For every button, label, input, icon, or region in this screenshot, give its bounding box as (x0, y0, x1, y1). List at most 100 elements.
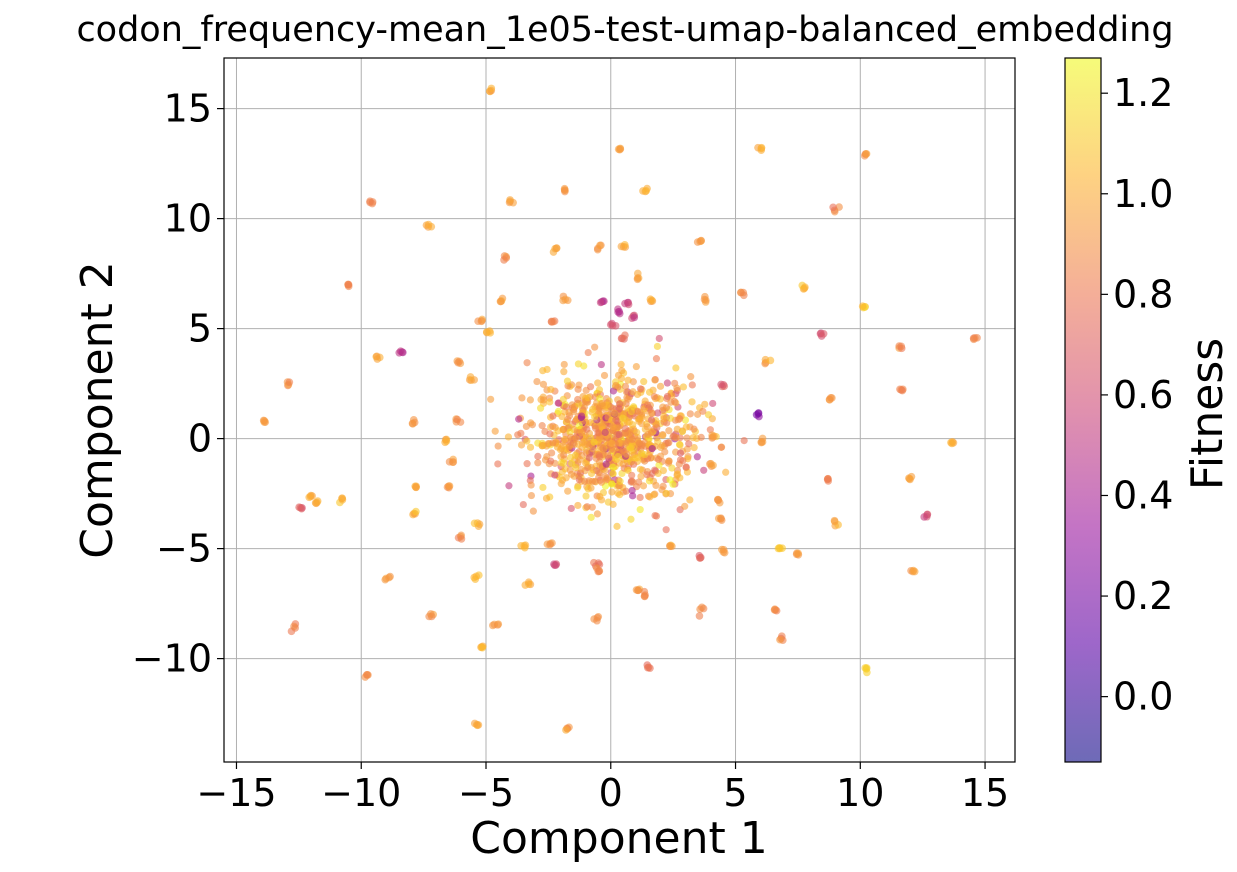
core-point (597, 360, 605, 369)
cluster-point (474, 721, 483, 729)
core-point (663, 392, 672, 401)
x-tick-label: −15 (196, 771, 276, 815)
core-point (559, 442, 567, 450)
core-point (654, 409, 662, 417)
colorbar-tick-label: 1.2 (1113, 71, 1173, 115)
core-point (540, 396, 548, 404)
core-point (567, 453, 575, 461)
core-point (644, 430, 652, 439)
cluster-point (445, 482, 454, 490)
core-point (624, 395, 632, 403)
core-point (595, 468, 603, 476)
core-point (562, 403, 570, 411)
core-point (594, 379, 602, 387)
core-point (650, 491, 658, 499)
core-point (631, 454, 639, 462)
core-point (567, 504, 575, 513)
core-point (683, 434, 691, 442)
cluster-point (546, 540, 554, 549)
core-point (643, 401, 652, 409)
core-point (673, 471, 681, 479)
core-point (557, 480, 565, 488)
cluster-point (646, 295, 655, 303)
core-point (638, 440, 646, 449)
core-point (546, 430, 554, 438)
core-point (668, 464, 676, 472)
core-point (598, 399, 606, 408)
cluster-point (720, 548, 729, 557)
cluster-point (456, 418, 465, 426)
core-point (598, 478, 606, 486)
y-tick-label: 15 (164, 87, 212, 131)
cluster-point (550, 561, 559, 570)
core-point (614, 489, 622, 497)
cluster-point (562, 726, 570, 734)
core-point (621, 429, 629, 437)
chart-title: codon_frequency-mean_1e05-test-umap-bala… (76, 10, 1173, 50)
cluster-point (472, 572, 481, 581)
core-point (587, 484, 595, 492)
cluster-point (766, 356, 775, 365)
core-point (621, 382, 630, 390)
core-point (587, 513, 595, 521)
core-point (487, 395, 495, 403)
cluster-point (552, 244, 561, 252)
core-point (665, 427, 673, 435)
cluster-point (923, 510, 932, 519)
cluster-point (596, 241, 604, 250)
core-point (564, 487, 572, 495)
core-point (554, 407, 562, 415)
core-point (567, 433, 575, 441)
cluster-point (381, 575, 390, 584)
core-point (612, 416, 620, 424)
y-axis-ticks: −10 −5 0 5 10 15 (132, 87, 224, 681)
core-point (539, 367, 547, 375)
cluster-point (455, 357, 464, 366)
core-point (685, 440, 693, 448)
core-point (614, 423, 622, 431)
core-point (740, 436, 748, 445)
x-tick-label: 15 (961, 771, 1009, 815)
core-point (491, 427, 499, 435)
cluster-point (474, 317, 482, 326)
core-point (647, 416, 656, 424)
core-point (549, 439, 557, 447)
cluster-point (830, 517, 839, 526)
cluster-point (710, 432, 718, 440)
cluster-point (290, 622, 298, 631)
cluster-point (364, 671, 372, 679)
core-point (585, 454, 593, 462)
cluster-point (693, 238, 702, 246)
core-point (645, 388, 654, 396)
core-point (601, 428, 609, 437)
core-point (651, 376, 659, 384)
cluster-point (771, 605, 779, 614)
cluster-point (707, 459, 715, 468)
core-point (648, 445, 656, 453)
core-point (709, 399, 717, 408)
colorbar-tick-label: 0.4 (1113, 473, 1173, 517)
core-point (616, 477, 624, 485)
core-point (665, 457, 673, 465)
core-point (551, 423, 559, 432)
core-point (609, 469, 617, 477)
core-point (591, 477, 599, 486)
cluster-point (494, 620, 503, 628)
core-point (686, 410, 694, 418)
core-point (652, 421, 660, 429)
core-point (609, 423, 617, 431)
core-point (576, 455, 584, 464)
core-point (693, 453, 701, 461)
cluster-point (561, 186, 569, 195)
cluster-point (617, 242, 626, 251)
cluster-point (615, 145, 624, 154)
core-point (527, 481, 535, 489)
core-point (662, 526, 670, 534)
cluster-point (702, 296, 710, 305)
core-point (681, 502, 689, 510)
cluster-point (897, 342, 906, 351)
cluster-point (457, 535, 466, 543)
cluster-point (641, 591, 649, 599)
core-point (547, 457, 555, 465)
